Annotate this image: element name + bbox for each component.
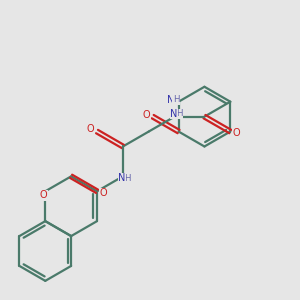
Text: O: O (40, 190, 47, 200)
Text: N: N (118, 173, 126, 184)
Text: H: H (124, 174, 131, 183)
Text: O: O (142, 110, 150, 120)
Text: H: H (173, 95, 179, 104)
Text: N: N (170, 109, 178, 119)
Text: O: O (233, 128, 240, 138)
Text: H: H (176, 109, 182, 118)
Text: N: N (167, 95, 175, 105)
Text: O: O (87, 124, 94, 134)
Text: O: O (100, 188, 107, 198)
